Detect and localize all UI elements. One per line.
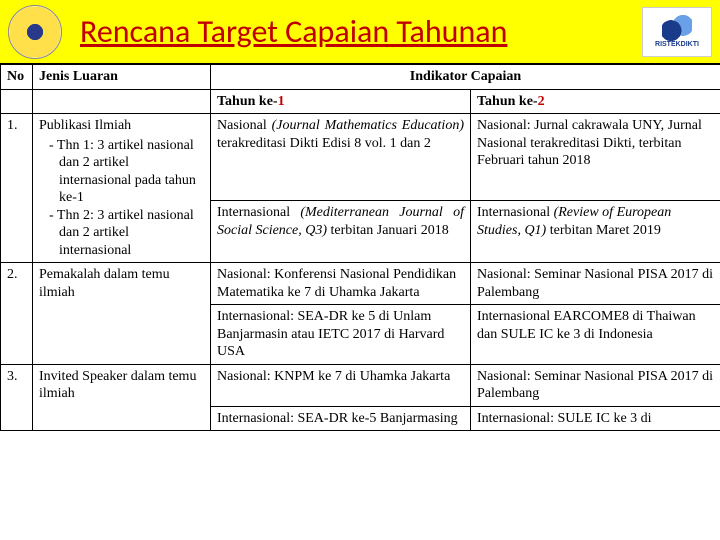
col-indikator: Indikator Capaian [211,65,720,90]
table-subheader-row: Tahun ke-1 Tahun ke-2 [1,89,720,114]
cell-no: 1. [1,114,33,263]
ristekdikti-logo-icon: RISTEKDIKTI [642,7,712,57]
cell-jenis: Invited Speaker dalam temu ilmiah [33,364,211,431]
cell-no: 2. [1,263,33,365]
cell-tahun1b: Internasional: SEA-DR ke 5 di Unlam Banj… [211,305,471,365]
target-table: No Jenis Luaran Indikator Capaian Tahun … [0,64,720,431]
col-no: No [1,65,33,90]
table-row: 1. Publikasi Ilmiah - Thn 1: 3 artikel n… [1,114,720,201]
cell-tahun1a: Nasional: KNPM ke 7 di Uhamka Jakarta [211,364,471,406]
cell-tahun1a: Nasional (Journal Mathematics Education)… [211,114,471,201]
university-logo-icon [8,5,62,59]
header-bar: Rencana Target Capaian Tahunan RISTEKDIK… [0,0,720,64]
cell-tahun2b: Internasional (Review of European Studie… [471,201,720,263]
cell-tahun2a: Nasional: Seminar Nasional PISA 2017 di … [471,364,720,406]
col-jenis: Jenis Luaran [33,65,211,90]
cell-tahun1a: Nasional: Konferensi Nasional Pendidikan… [211,263,471,305]
table-row: 3. Invited Speaker dalam temu ilmiah Nas… [1,364,720,406]
cell-tahun2b: Internasional: SULE IC ke 3 di [471,406,720,431]
col-tahun1: Tahun ke-1 [211,89,471,114]
cell-tahun1b: Internasional: SEA-DR ke-5 Banjarmasing [211,406,471,431]
table-header-row: No Jenis Luaran Indikator Capaian [1,65,720,90]
cell-tahun2a: Nasional: Jurnal cakrawala UNY, Jurnal N… [471,114,720,201]
table-row: 2. Pemakalah dalam temu ilmiah Nasional:… [1,263,720,305]
cell-no: 3. [1,364,33,431]
cell-jenis: Pemakalah dalam temu ilmiah [33,263,211,365]
cell-tahun2b: Internasional EARCOME8 di Thaiwan dan SU… [471,305,720,365]
page-title: Rencana Target Capaian Tahunan [62,12,642,51]
cell-tahun2a: Nasional: Seminar Nasional PISA 2017 di … [471,263,720,305]
cell-tahun1b: Internasional (Mediterranean Journal of … [211,201,471,263]
col-tahun2: Tahun ke-2 [471,89,720,114]
cell-jenis: Publikasi Ilmiah - Thn 1: 3 artikel nasi… [33,114,211,263]
